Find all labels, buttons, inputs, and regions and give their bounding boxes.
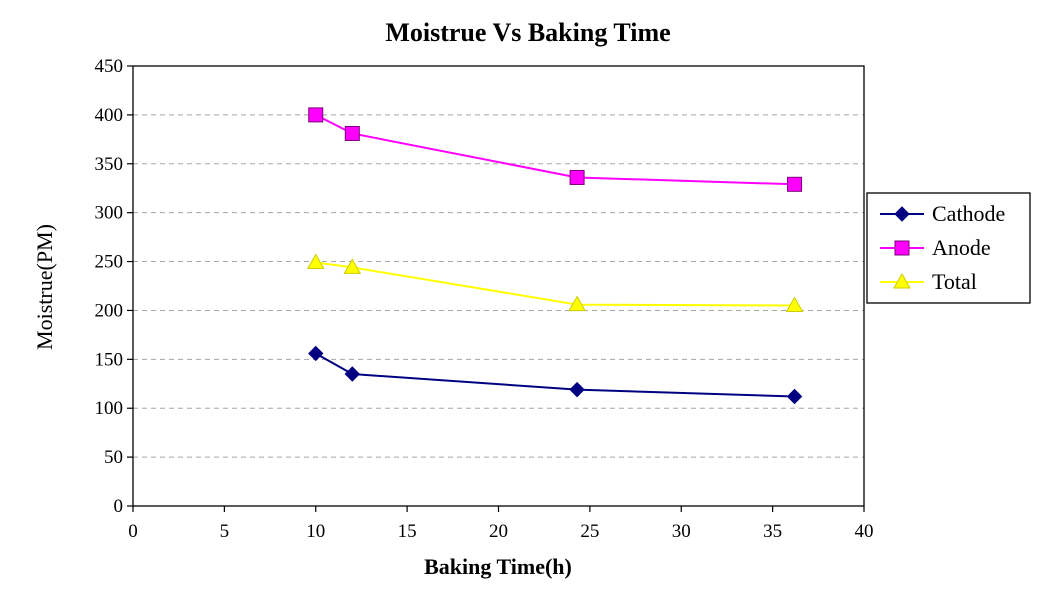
y-tick-label: 400 — [95, 105, 124, 126]
data-series — [306, 107, 804, 405]
anode-point-marker — [308, 107, 324, 123]
x-tick-label: 5 — [220, 521, 230, 542]
legend-total-label: Total — [932, 269, 977, 294]
x-tick-label: 25 — [580, 521, 599, 542]
legend-cathode-label: Cathode — [932, 201, 1005, 226]
total-series-line — [315, 261, 795, 307]
x-tick-label: 0 — [128, 521, 138, 542]
x-axis-label: Baking Time(h) — [424, 554, 572, 579]
anode-series-line — [315, 113, 795, 186]
y-tick-label: 300 — [95, 203, 124, 224]
x-tick-label: 20 — [489, 521, 508, 542]
legend: Cathode Anode Total — [866, 192, 1031, 304]
grid-lines — [133, 114, 864, 458]
anode-point-marker — [787, 176, 803, 192]
legend-cathode-marker — [894, 206, 910, 222]
y-tick-label: 450 — [95, 56, 124, 77]
x-tick-label: 40 — [855, 521, 874, 542]
x-tick-label: 15 — [398, 521, 417, 542]
cathode-series-line — [315, 352, 795, 398]
y-tick-label: 200 — [95, 300, 124, 321]
x-tick-label: 35 — [763, 521, 782, 542]
x-tick-label: 10 — [306, 521, 325, 542]
total-point-marker — [306, 253, 325, 270]
total-point-marker — [343, 258, 362, 274]
cathode-point-marker — [786, 388, 803, 405]
y-tick-label: 50 — [104, 447, 123, 468]
x-tick-label: 30 — [672, 521, 691, 542]
cathode-point-marker — [569, 381, 585, 398]
legend-anode-marker — [894, 240, 910, 256]
y-axis-ticks: 0 50 100 150 200 250 300 350 400 450 — [95, 56, 133, 517]
plot-area-frame — [132, 65, 865, 507]
y-tick-label: 350 — [95, 154, 124, 175]
legend-total-marker — [893, 272, 911, 289]
y-tick-label: 150 — [95, 349, 124, 370]
total-point-marker — [785, 296, 804, 313]
y-tick-label: 0 — [114, 496, 124, 517]
x-axis-ticks: 0 5 10 15 20 25 30 35 40 — [128, 506, 874, 542]
chart-title: Moistrue Vs Baking Time — [385, 18, 670, 47]
y-tick-label: 250 — [95, 252, 124, 273]
anode-point-marker — [344, 125, 360, 141]
anode-point-marker — [569, 169, 585, 185]
total-point-marker — [568, 295, 586, 312]
legend-anode-label: Anode — [932, 235, 991, 260]
y-axis-label: Moistrue(PM) — [32, 224, 57, 350]
cathode-point-marker — [308, 345, 324, 362]
y-tick-label: 100 — [95, 398, 124, 419]
cathode-point-marker — [344, 366, 361, 382]
